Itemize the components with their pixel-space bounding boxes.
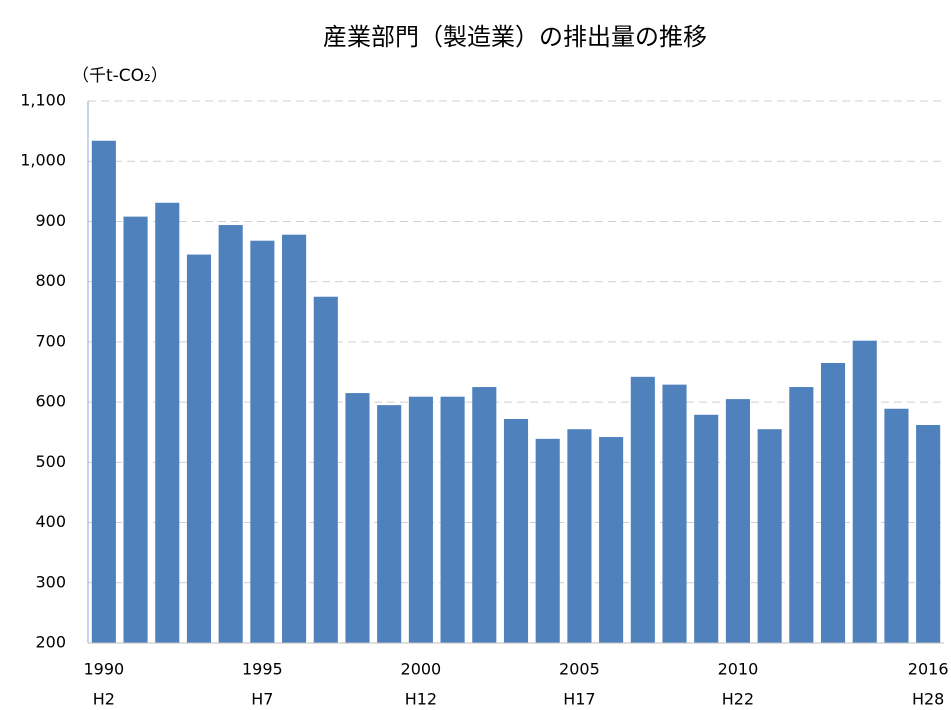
bar [916,424,941,643]
x-tick-label: 2010 [718,660,759,679]
bar [123,216,148,644]
bar [757,429,782,643]
bar [884,408,909,643]
bar [440,396,465,643]
bar [789,387,814,643]
bar [218,225,243,643]
bar [599,437,624,643]
bar [313,296,338,643]
bar [282,234,307,643]
y-tick-label: 200 [35,633,66,652]
y-tick-label: 1,000 [20,151,66,170]
bar [250,240,275,643]
bar [186,254,212,644]
x-tick-era-label: H12 [405,690,437,709]
bar [694,414,719,643]
bar [503,418,529,643]
x-tick-label: 1995 [242,660,283,679]
x-tick-label: 1990 [83,660,124,679]
x-tick-era-label: H2 [93,690,115,709]
bar [725,399,750,643]
x-tick-era-label: H17 [563,690,595,709]
x-tick-era-label: H28 [912,690,944,709]
bar [630,376,655,643]
bar [852,340,877,643]
chart-title: 産業部門（製造業）の排出量の推移 [323,23,707,51]
bar [820,362,846,643]
bar [377,405,402,643]
y-tick-label: 500 [35,452,66,471]
bar [408,396,433,643]
y-tick-label: 300 [35,572,66,591]
bar [567,429,592,643]
bar [662,384,687,643]
bar [472,387,497,643]
x-tick-era-label: H7 [251,690,273,709]
bar [535,438,560,643]
y-tick-label: 700 [35,331,66,350]
x-tick-label: 2016 [908,660,949,679]
bar [91,140,116,643]
y-tick-label: 600 [35,392,66,411]
y-axis-label: （千t-CO₂） [72,66,168,86]
x-tick-label: 2005 [559,660,600,679]
x-tick-label: 2000 [401,660,442,679]
x-tick-era-label: H22 [722,690,754,709]
y-tick-label: 1,100 [20,91,66,110]
y-tick-label: 900 [35,211,66,230]
y-tick-label: 800 [35,271,66,290]
bar [345,393,370,643]
y-tick-label: 400 [35,512,66,531]
bar [155,202,180,643]
